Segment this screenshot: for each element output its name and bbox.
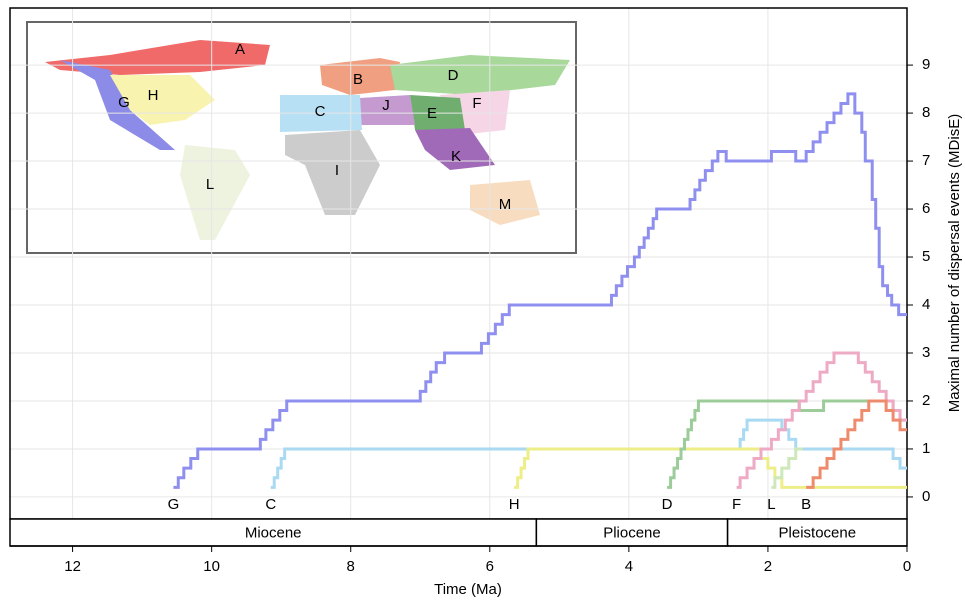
map-label: A xyxy=(235,41,245,58)
x-tick-label: 0 xyxy=(903,558,911,575)
series-label: B xyxy=(801,496,811,513)
x-tick-label: 4 xyxy=(625,558,633,575)
series-line xyxy=(173,92,907,489)
x-tick-label: 12 xyxy=(64,558,81,575)
map-label: D xyxy=(448,67,459,84)
map-label: F xyxy=(472,95,481,112)
map-label: C xyxy=(315,103,326,120)
series-label: G xyxy=(168,496,180,513)
map-label: J xyxy=(382,97,390,114)
y-tick-label: 0 xyxy=(922,488,930,505)
region-l xyxy=(180,145,250,240)
region-j xyxy=(360,95,415,125)
map-label: H xyxy=(148,87,159,104)
epoch-label: Miocene xyxy=(245,524,302,541)
region-h xyxy=(110,75,215,125)
y-tick-label: 4 xyxy=(922,296,930,313)
series-line xyxy=(771,447,803,489)
map-label: G xyxy=(118,94,130,111)
map-label: K xyxy=(451,148,461,165)
y-tick-label: 2 xyxy=(922,392,930,409)
map-label: L xyxy=(206,176,214,193)
x-tick-label: 2 xyxy=(764,558,772,575)
series-label: D xyxy=(662,496,673,513)
series-line xyxy=(514,447,907,489)
series-label: F xyxy=(732,496,741,513)
map-inset xyxy=(26,21,577,254)
region-g xyxy=(60,60,175,150)
region-m xyxy=(470,180,540,225)
y-tick-label: 5 xyxy=(922,248,930,265)
y-tick-label: 6 xyxy=(922,200,930,217)
map-label: I xyxy=(335,162,339,179)
region-b xyxy=(320,58,400,95)
series-line xyxy=(270,418,907,489)
y-tick-label: 9 xyxy=(922,56,930,73)
region-k xyxy=(415,128,495,170)
series-line xyxy=(736,351,907,489)
y-tick-label: 7 xyxy=(922,152,930,169)
series-line xyxy=(667,399,907,489)
x-tick-label: 10 xyxy=(203,558,220,575)
y-tick-label: 1 xyxy=(922,440,930,457)
series-label: H xyxy=(509,496,520,513)
x-tick-label: 8 xyxy=(347,558,355,575)
map-label: M xyxy=(499,196,512,213)
map-label: B xyxy=(353,71,363,88)
epoch-label: Pleistocene xyxy=(779,524,857,541)
map-label: E xyxy=(427,105,437,122)
series-label: L xyxy=(767,496,775,513)
region-i xyxy=(285,130,380,215)
series-label: C xyxy=(265,496,276,513)
x-tick-label: 6 xyxy=(486,558,494,575)
y-axis-label: Maximal number of dispersal events (MDis… xyxy=(946,114,963,412)
y-tick-label: 3 xyxy=(922,344,930,361)
series-line xyxy=(806,399,907,489)
y-tick-label: 8 xyxy=(922,104,930,121)
region-e xyxy=(410,95,465,130)
x-axis-label: Time (Ma) xyxy=(434,581,502,598)
region-a xyxy=(45,40,270,75)
epoch-box xyxy=(9,518,538,547)
epoch-label: Pliocene xyxy=(603,524,661,541)
